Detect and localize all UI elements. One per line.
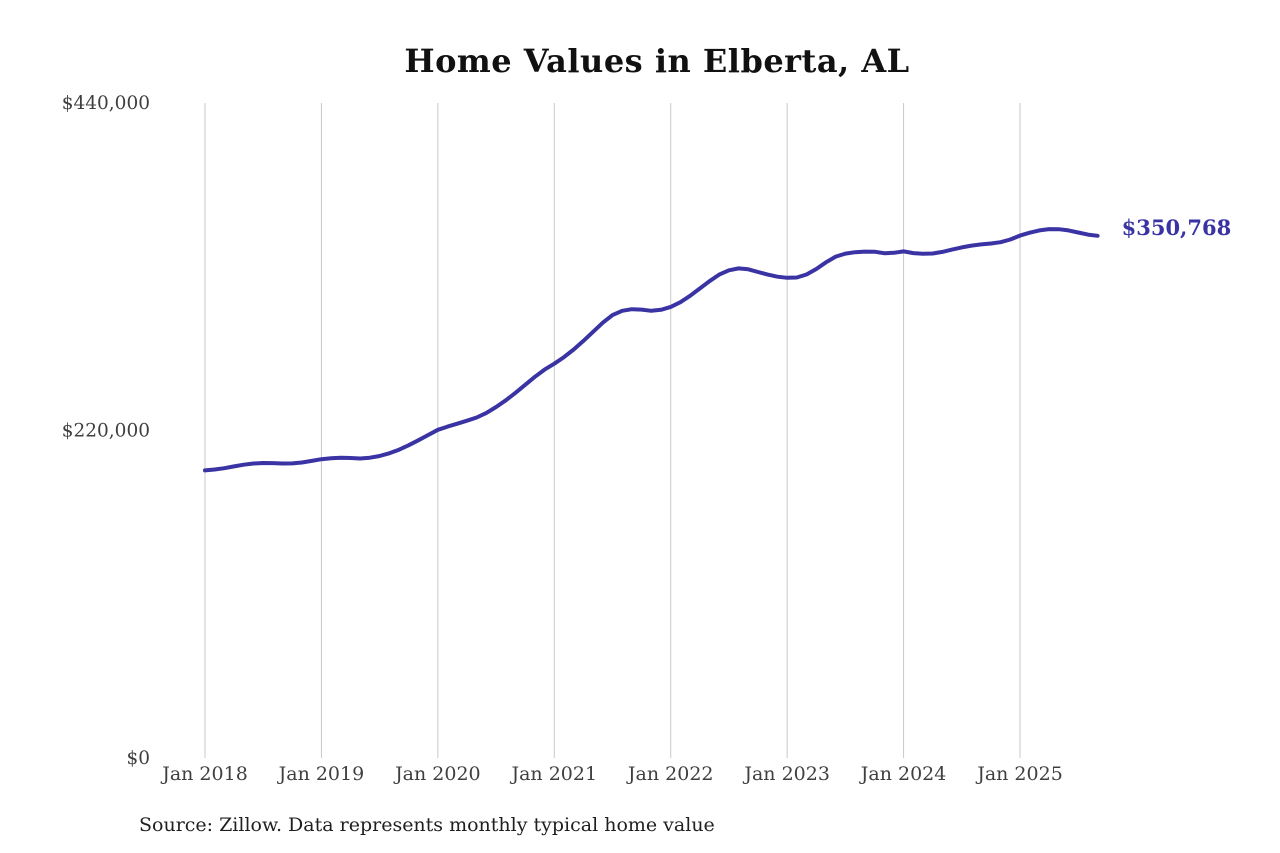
x-axis-labels: Jan 2018 Jan 2019 Jan 2020 Jan 2021 Jan 2022… (160, 763, 1063, 785)
y-axis-labels: $0 $220,000 $440,000 (62, 93, 150, 769)
y-tick-label: $220,000 (62, 421, 150, 442)
x-tick-label: Jan 2025 (975, 763, 1063, 785)
y-tick-label: $440,000 (62, 93, 150, 114)
latest-value-label: $350,768 (1122, 215, 1232, 240)
x-tick-label: Jan 2021 (509, 763, 597, 785)
x-tick-label: Jan 2018 (160, 763, 248, 785)
vertical-gridlines (204, 103, 1021, 758)
home-value-series-line (203, 227, 1100, 473)
x-tick-label: Jan 2020 (393, 763, 481, 785)
x-tick-label: Jan 2023 (742, 763, 830, 785)
x-tick-label: Jan 2019 (277, 763, 365, 785)
chart-title: Home Values in Elberta, AL (404, 42, 910, 80)
x-tick-label: Jan 2022 (626, 763, 714, 785)
source-note: Source: Zillow. Data represents monthly … (139, 814, 715, 836)
y-tick-label: $0 (126, 748, 150, 769)
x-tick-label: Jan 2024 (859, 763, 947, 785)
